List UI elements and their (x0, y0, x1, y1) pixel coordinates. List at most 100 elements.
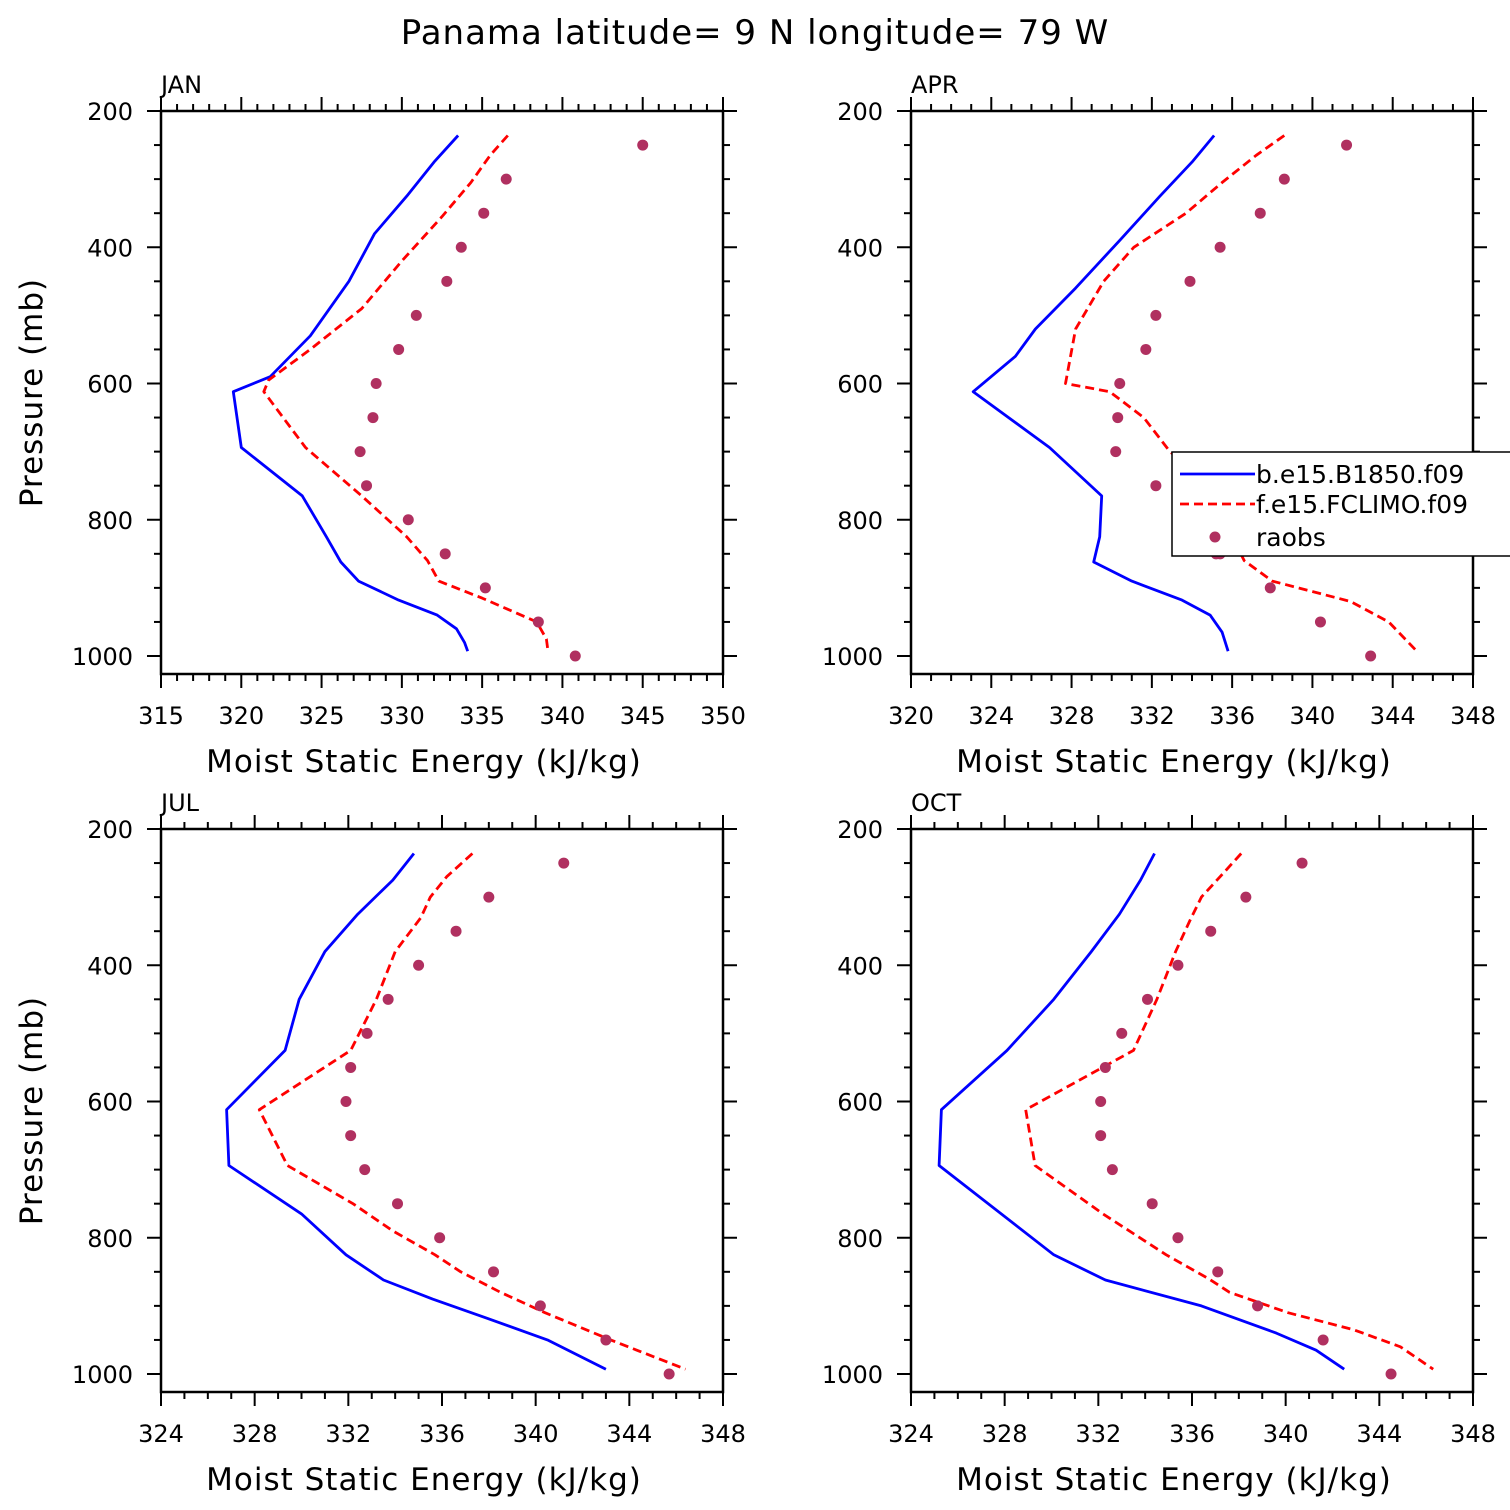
panel-label: JAN (159, 71, 202, 99)
raobs-point (1278, 173, 1290, 185)
y-tick-label: 800 (837, 1225, 883, 1253)
raobs-point (361, 1027, 373, 1039)
plot-area (937, 852, 1434, 1380)
panel-oct: 324 328 332 336 340 344 348 1000 800 600 400 200 OCT… (822, 789, 1496, 1498)
plot-area (225, 852, 687, 1380)
raobs-point (558, 857, 570, 869)
y-tick-label: 400 (87, 952, 133, 980)
raobs-point (1341, 139, 1353, 151)
x-tick-label: 344 (606, 1420, 652, 1448)
x-tick-label: 344 (1370, 702, 1416, 730)
raobs-point (413, 959, 425, 971)
series-line-fclimo (257, 852, 687, 1371)
raobs-point (1214, 241, 1226, 253)
x-tick-label: 328 (1049, 702, 1095, 730)
raobs-point (434, 1232, 446, 1244)
raobs-point (367, 412, 379, 424)
legend-label: f.e15.FCLIMO.f09 (1256, 490, 1468, 519)
raobs-point (663, 1368, 675, 1380)
x-tick-label: 336 (1209, 702, 1255, 730)
raobs-point (402, 514, 414, 526)
x-tick-label: 350 (700, 702, 746, 730)
raobs-point (1264, 582, 1276, 594)
x-tick-label: 336 (419, 1420, 465, 1448)
raobs-point (1172, 959, 1184, 971)
y-tick-label: 200 (87, 98, 133, 126)
x-tick-label: 348 (1450, 1420, 1496, 1448)
raobs-point (455, 241, 467, 253)
x-tick-label: 340 (540, 702, 586, 730)
raobs-point (345, 1061, 357, 1073)
raobs-point (340, 1096, 352, 1107)
raobs-point (441, 275, 453, 287)
raobs-point (1142, 993, 1154, 1005)
raobs-point (392, 1198, 404, 1210)
panel-label: JUL (159, 789, 200, 817)
legend-marker-raobs (1209, 531, 1221, 543)
y-axis-label: Pressure (mb) (14, 996, 50, 1225)
raobs-point (637, 139, 649, 151)
raobs-point (600, 1334, 612, 1346)
x-tick-label: 348 (700, 1420, 746, 1448)
series-line-b1850 (971, 134, 1230, 652)
raobs-point (370, 378, 382, 389)
plot-frame (909, 109, 1475, 676)
raobs-point (439, 548, 451, 560)
y-tick-label: 1000 (822, 1361, 883, 1389)
raobs-point (1099, 1061, 1111, 1073)
panel-jan: 315 320 325 330 335 340 345 350 1000 800 600 400 200… (14, 71, 746, 780)
raobs-point (1212, 1266, 1224, 1278)
y-tick-label: 600 (837, 371, 883, 399)
y-tick-label: 200 (87, 816, 133, 844)
x-tick-label: 332 (1129, 702, 1175, 730)
raobs-point (500, 173, 512, 185)
raobs-point (1150, 309, 1162, 321)
y-tick-label: 1000 (72, 643, 133, 671)
x-tick-label: 344 (1356, 1420, 1402, 1448)
x-axis-label: Moist Static Energy (kJ/kg) (206, 744, 642, 780)
raobs-point (354, 446, 366, 458)
x-tick-label: 324 (888, 1420, 934, 1448)
y-tick-label: 1000 (72, 1361, 133, 1389)
figure-title: Panama latitude= 9 N longitude= 79 W (401, 13, 1110, 53)
y-axis-label: Pressure (mb) (14, 278, 50, 507)
raobs-point (410, 309, 422, 321)
raobs-point (1095, 1130, 1107, 1142)
y-tick-label: 1000 (822, 643, 883, 671)
x-tick-label: 340 (1290, 702, 1336, 730)
x-tick-label: 320 (888, 702, 934, 730)
plot-area (231, 134, 649, 662)
raobs-point (1146, 1198, 1158, 1210)
legend-label: b.e15.B1850.f09 (1256, 460, 1464, 489)
x-tick-label: 335 (459, 702, 505, 730)
x-tick-label: 332 (1075, 1420, 1121, 1448)
series-line-fclimo (1064, 134, 1418, 653)
y-tick-label: 400 (87, 234, 133, 262)
x-axis-label: Moist Static Energy (kJ/kg) (956, 1462, 1392, 1498)
x-tick-label: 336 (1169, 1420, 1215, 1448)
series-line-b1850 (225, 852, 607, 1371)
raobs-point (1385, 1368, 1397, 1380)
raobs-point (1317, 1334, 1329, 1346)
raobs-point (1314, 616, 1326, 628)
x-axis-label: Moist Static Energy (kJ/kg) (206, 1462, 642, 1498)
raobs-point (569, 650, 581, 662)
raobs-point (478, 207, 490, 219)
raobs-point (382, 993, 394, 1005)
y-tick-label: 600 (87, 371, 133, 399)
x-tick-label: 348 (1450, 702, 1496, 730)
raobs-point (1106, 1164, 1118, 1176)
y-tick-label: 400 (837, 234, 883, 262)
series-line-fclimo (1024, 852, 1434, 1371)
x-axis-label: Moist Static Energy (kJ/kg) (956, 744, 1392, 780)
x-tick-label: 325 (299, 702, 345, 730)
raobs-point (1205, 925, 1217, 937)
x-tick-label: 332 (325, 1420, 371, 1448)
series-line-b1850 (937, 852, 1345, 1371)
legend-label: raobs (1256, 523, 1326, 552)
x-tick-label: 330 (379, 702, 425, 730)
raobs-point (450, 925, 462, 937)
raobs-point (1114, 378, 1126, 389)
x-tick-label: 328 (232, 1420, 278, 1448)
raobs-point (1140, 343, 1152, 355)
